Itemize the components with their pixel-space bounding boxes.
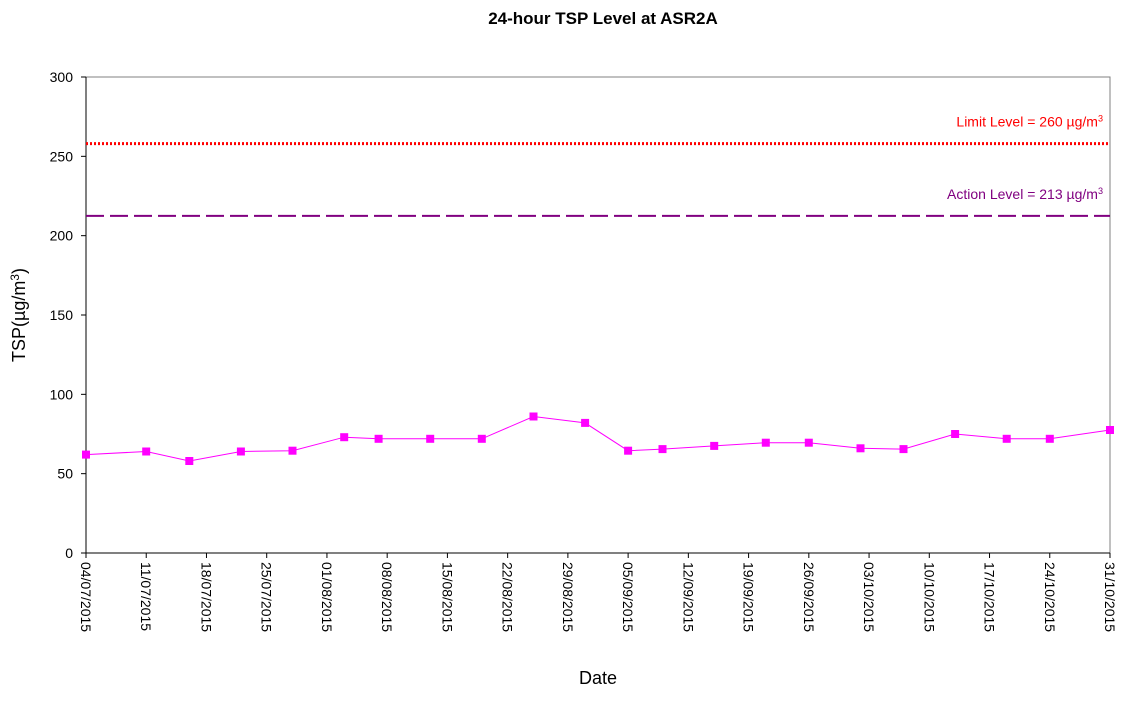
data-point [142,447,151,456]
y-axis: 0 50 100 150 200 250 300 [50,69,87,561]
plot-area [85,76,1111,554]
data-point [185,457,194,465]
x-tick-label: 12/09/2015 [680,562,696,632]
x-tick-label: 19/09/2015 [741,562,757,632]
x-tick-label: 31/10/2015 [1102,562,1118,632]
x-tick-label: 17/10/2015 [982,562,998,632]
data-point [1045,434,1054,443]
x-tick-label: 05/09/2015 [620,562,636,632]
reference-line-label: Limit Level = 260 µg/m3 [956,114,1103,130]
chart-title: 24-hour TSP Level at ASR2A [488,9,718,28]
x-tick-label: 10/10/2015 [921,562,937,632]
x-tick-label: 26/09/2015 [801,562,817,632]
data-point [804,438,813,447]
data-point [951,430,960,438]
data-point [710,441,719,450]
data-point [374,434,383,443]
data-point [288,446,297,455]
x-tick-label: 24/10/2015 [1042,562,1058,632]
data-point [340,433,349,442]
x-tick-label: 04/07/2015 [78,562,94,632]
reference-line-label: Action Level = 213 µg/m3 [947,186,1103,202]
data-point [624,446,633,455]
x-tick-label: 01/08/2015 [319,562,335,632]
x-axis: 04/07/2015 11/07/2015 18/07/2015 25/07/2015… [78,552,1118,632]
data-point [761,438,770,447]
data-point [529,412,538,421]
y-tick-label: 150 [50,307,74,323]
y-axis-title: TSP(µg/m3) [9,268,30,362]
series-layer [82,412,1114,465]
x-tick-label: 15/08/2015 [439,562,455,632]
data-point [82,450,90,459]
y-tick-label: 0 [65,545,73,561]
data-point [477,434,486,443]
series-line [85,415,1111,462]
x-tick-label: 22/08/2015 [500,562,516,632]
x-tick-label: 11/07/2015 [138,562,154,631]
x-tick-label: 25/07/2015 [259,562,275,632]
reference-lines: Limit Level = 260 µg/m3 Action Level = 21… [86,114,1110,217]
data-point [658,445,667,454]
data-point [581,418,590,427]
y-tick-label: 50 [57,466,73,482]
data-point [1002,434,1011,443]
data-point [856,444,865,453]
y-tick-label: 250 [50,148,74,164]
y-tick-label: 100 [50,386,74,402]
data-point [426,434,435,443]
data-point [236,447,245,456]
x-tick-label: 29/08/2015 [560,562,576,632]
x-tick-label: 08/08/2015 [379,562,395,632]
data-point [899,445,908,454]
y-tick-label: 200 [50,228,74,244]
data-point [1106,426,1114,434]
x-axis-title: Date [579,668,617,688]
y-tick-label: 300 [50,69,74,85]
x-tick-label: 18/07/2015 [199,562,215,632]
x-tick-label: 03/10/2015 [861,562,877,632]
